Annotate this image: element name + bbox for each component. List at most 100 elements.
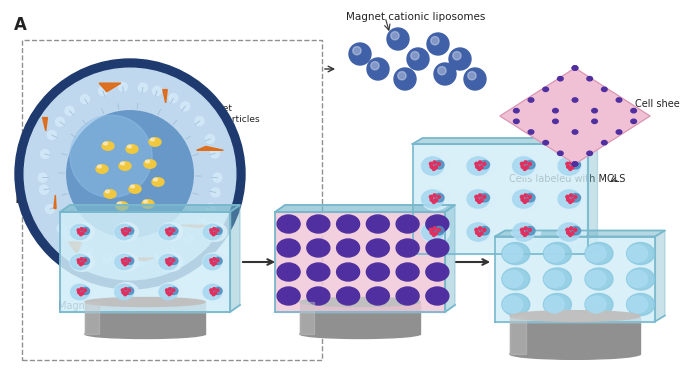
- Circle shape: [213, 258, 216, 260]
- Circle shape: [186, 209, 194, 217]
- Circle shape: [84, 229, 86, 232]
- Circle shape: [169, 228, 171, 230]
- Circle shape: [67, 111, 193, 237]
- Polygon shape: [413, 138, 598, 144]
- Ellipse shape: [467, 223, 489, 241]
- Ellipse shape: [96, 165, 108, 173]
- Ellipse shape: [553, 108, 558, 113]
- Circle shape: [154, 236, 161, 243]
- Circle shape: [156, 251, 165, 260]
- Ellipse shape: [126, 257, 134, 264]
- Circle shape: [209, 229, 212, 232]
- Circle shape: [173, 116, 181, 124]
- Circle shape: [197, 219, 207, 228]
- Circle shape: [521, 231, 524, 234]
- Ellipse shape: [480, 160, 490, 169]
- Circle shape: [126, 232, 129, 234]
- Circle shape: [569, 227, 573, 230]
- Ellipse shape: [513, 223, 534, 241]
- Circle shape: [77, 289, 80, 291]
- Circle shape: [478, 200, 481, 203]
- Circle shape: [437, 195, 441, 199]
- Ellipse shape: [126, 227, 134, 234]
- Circle shape: [213, 288, 216, 290]
- Ellipse shape: [466, 155, 495, 177]
- Circle shape: [181, 102, 190, 111]
- Circle shape: [528, 195, 531, 199]
- Ellipse shape: [367, 287, 390, 305]
- Polygon shape: [69, 242, 82, 254]
- Circle shape: [524, 233, 526, 236]
- Ellipse shape: [152, 178, 164, 186]
- Circle shape: [195, 117, 204, 126]
- Ellipse shape: [480, 193, 490, 202]
- Circle shape: [139, 240, 147, 248]
- Circle shape: [453, 52, 461, 60]
- Circle shape: [387, 28, 409, 50]
- Circle shape: [526, 199, 528, 202]
- Circle shape: [526, 166, 528, 169]
- Circle shape: [434, 63, 456, 85]
- Text: Magnet: Magnet: [58, 301, 95, 311]
- Circle shape: [479, 227, 481, 230]
- Circle shape: [216, 229, 219, 232]
- Circle shape: [435, 199, 437, 202]
- Circle shape: [210, 231, 213, 234]
- Polygon shape: [445, 205, 455, 312]
- Ellipse shape: [503, 270, 523, 288]
- Ellipse shape: [277, 239, 300, 257]
- Circle shape: [478, 233, 481, 236]
- Circle shape: [58, 150, 65, 157]
- Ellipse shape: [592, 119, 597, 123]
- Circle shape: [174, 223, 182, 230]
- Circle shape: [566, 195, 569, 199]
- Ellipse shape: [118, 202, 122, 205]
- Text: Cells labeled with MCLS: Cells labeled with MCLS: [60, 194, 176, 204]
- Ellipse shape: [513, 119, 519, 123]
- Polygon shape: [510, 316, 526, 354]
- Circle shape: [475, 195, 478, 199]
- Ellipse shape: [572, 162, 578, 166]
- Circle shape: [427, 33, 449, 55]
- Ellipse shape: [367, 215, 390, 233]
- Ellipse shape: [467, 190, 489, 208]
- Ellipse shape: [586, 245, 606, 262]
- Circle shape: [197, 172, 205, 180]
- Circle shape: [398, 71, 406, 80]
- Circle shape: [58, 191, 66, 199]
- Ellipse shape: [558, 221, 586, 243]
- Circle shape: [568, 233, 572, 236]
- Circle shape: [169, 258, 171, 260]
- Polygon shape: [85, 302, 205, 334]
- Circle shape: [367, 58, 389, 80]
- Circle shape: [46, 205, 54, 214]
- Circle shape: [574, 162, 577, 165]
- Ellipse shape: [543, 87, 549, 92]
- Circle shape: [526, 232, 528, 235]
- Ellipse shape: [512, 188, 541, 210]
- Ellipse shape: [587, 151, 592, 156]
- Circle shape: [167, 247, 175, 256]
- Ellipse shape: [143, 200, 148, 203]
- Circle shape: [126, 262, 129, 264]
- Polygon shape: [510, 316, 640, 354]
- Circle shape: [394, 68, 416, 90]
- Ellipse shape: [82, 227, 90, 234]
- Ellipse shape: [396, 263, 419, 281]
- Ellipse shape: [300, 298, 420, 306]
- Ellipse shape: [170, 287, 178, 294]
- Ellipse shape: [104, 190, 116, 198]
- Circle shape: [80, 263, 82, 266]
- Ellipse shape: [558, 77, 563, 81]
- Circle shape: [475, 198, 479, 201]
- Circle shape: [124, 228, 127, 230]
- Circle shape: [433, 227, 436, 230]
- Circle shape: [24, 68, 236, 280]
- Ellipse shape: [586, 270, 606, 288]
- Circle shape: [187, 132, 194, 140]
- Text: AnyTesting.com: AnyTesting.com: [509, 343, 581, 352]
- Ellipse shape: [585, 268, 613, 290]
- Circle shape: [156, 106, 165, 113]
- Ellipse shape: [85, 329, 205, 338]
- Polygon shape: [230, 205, 240, 312]
